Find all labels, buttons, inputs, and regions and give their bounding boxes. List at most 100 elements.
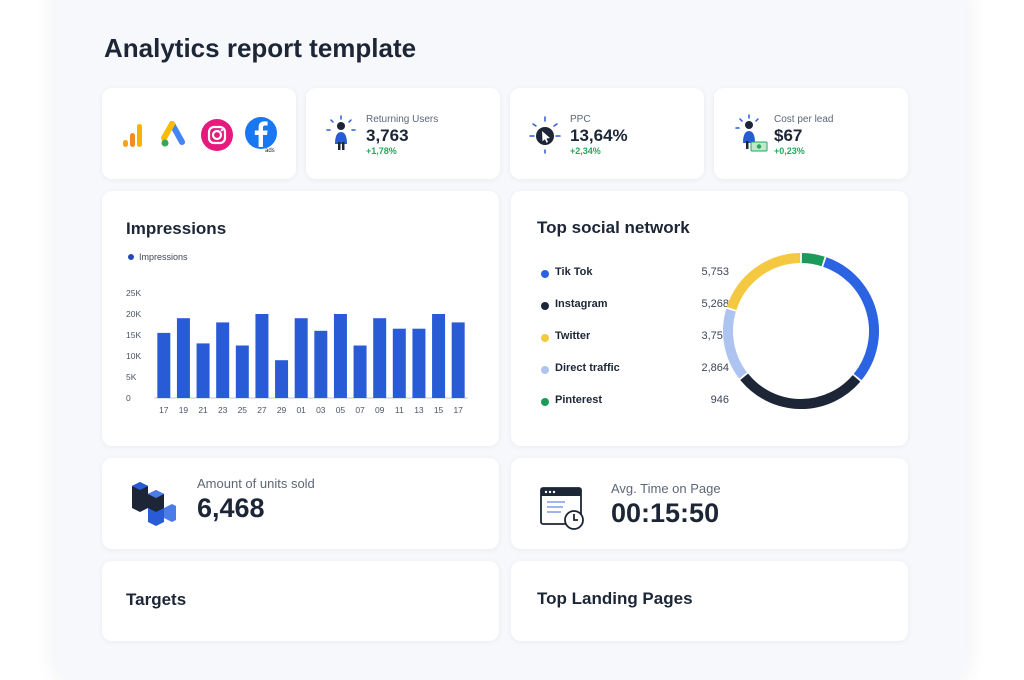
social-dot: [541, 270, 549, 278]
impressions-bar[interactable]: [235, 345, 249, 399]
impressions-bar[interactable]: [196, 343, 210, 398]
impressions-legend: Impressions: [128, 248, 188, 266]
legend-label: Impressions: [139, 251, 188, 262]
x-tick-label: 03: [316, 405, 326, 415]
impressions-bar[interactable]: [333, 314, 347, 398]
social-dot: [541, 398, 549, 406]
kpi-delta: +0,23%: [774, 146, 805, 156]
impressions-bar[interactable]: [353, 345, 367, 399]
y-tick-label: 10K: [126, 351, 141, 361]
x-tick-label: 19: [179, 405, 189, 415]
kpi-delta: +1,78%: [366, 146, 397, 156]
social-value: 5,753: [701, 266, 729, 278]
y-tick-label: 0: [126, 393, 131, 403]
y-tick-label: 5K: [126, 372, 137, 382]
kpi-value: 3,763: [366, 126, 409, 145]
x-tick-label: 29: [277, 405, 287, 415]
targets-title: Targets: [126, 590, 187, 609]
avg-time-card: Avg. Time on Page 00:15:50: [511, 458, 908, 549]
x-tick-label: 09: [375, 405, 385, 415]
x-tick-label: 27: [257, 405, 267, 415]
social-dot: [541, 302, 549, 310]
impressions-title: Impressions: [126, 219, 227, 238]
social-row: Twitter 3,753: [541, 330, 729, 346]
social-row: Tik Tok 5,753: [541, 266, 729, 282]
bar-chart-logo-icon: [123, 124, 142, 147]
social-card: Top social network Tik Tok 5,753 Instagram…: [511, 191, 908, 446]
cursor-click-icon: [529, 116, 561, 154]
google-ads-logo-icon: [161, 121, 185, 147]
x-tick-label: 17: [159, 405, 169, 415]
social-row: Instagram 5,268: [541, 298, 729, 314]
x-tick-label: 01: [296, 405, 306, 415]
avg-time-value: 00:15:50: [611, 498, 720, 528]
units-value: 6,468: [197, 493, 265, 523]
donut-slice[interactable]: [801, 253, 825, 267]
impressions-bar[interactable]: [314, 330, 328, 398]
data-sources-card: ads: [102, 88, 296, 179]
impressions-bar[interactable]: [216, 322, 230, 398]
social-value: 2,864: [701, 362, 729, 374]
impressions-bar[interactable]: [294, 318, 308, 398]
targets-card: Targets: [102, 561, 499, 641]
x-tick-label: 05: [336, 405, 346, 415]
impressions-chart: 0 5K 10K 15K 20K 25K 17 19 21 23 25 27 29 01 03 05 07 09 1…: [126, 288, 468, 415]
donut-slice[interactable]: [823, 257, 879, 381]
social-name: Twitter: [555, 330, 591, 342]
y-tick-label: 25K: [126, 288, 141, 298]
person-money-icon: [735, 114, 768, 152]
page-title: Analytics report template: [104, 33, 417, 63]
cubes-icon: [132, 482, 176, 526]
x-tick-label: 23: [218, 405, 228, 415]
social-value: 946: [710, 394, 729, 406]
facebook-ads-sub: ads: [265, 148, 275, 154]
social-title: Top social network: [537, 218, 690, 237]
social-value: 3,753: [701, 330, 729, 342]
impressions-bar[interactable]: [157, 332, 171, 398]
social-value: 5,268: [701, 298, 729, 310]
x-tick-label: 15: [434, 405, 444, 415]
impressions-bar[interactable]: [412, 328, 426, 398]
social-name: Tik Tok: [555, 266, 593, 278]
x-tick-label: 17: [453, 405, 463, 415]
legend-swatch: [128, 253, 134, 260]
social-dot: [541, 334, 549, 342]
social-name: Direct traffic: [555, 362, 620, 374]
kpi-returning-users: Returning Users 3,763 +1,78%: [306, 88, 500, 179]
y-tick-label: 20K: [126, 309, 141, 319]
kpi-label: Cost per lead: [774, 114, 834, 125]
donut-slice[interactable]: [723, 308, 748, 379]
impressions-bar[interactable]: [432, 314, 446, 398]
x-tick-label: 13: [414, 405, 424, 415]
social-donut-chart: [723, 253, 879, 409]
kpi-value: 13,64%: [570, 126, 628, 145]
x-tick-label: 25: [238, 405, 248, 415]
x-tick-label: 21: [198, 405, 208, 415]
donut-slice[interactable]: [740, 373, 861, 409]
kpi-value: $67: [774, 126, 803, 145]
impressions-bar[interactable]: [255, 314, 269, 398]
person-icon: [326, 115, 356, 150]
impressions-bar[interactable]: [392, 328, 406, 398]
impressions-bar[interactable]: [176, 318, 190, 398]
impressions-card: Impressions Impressions 0 5K 10K 15K 20K 25K 1…: [102, 191, 499, 446]
avg-time-label: Avg. Time on Page: [611, 481, 721, 496]
impressions-bar[interactable]: [275, 360, 289, 398]
kpi-label: Returning Users: [366, 114, 439, 125]
browser-clock-icon: [540, 487, 584, 530]
social-name: Instagram: [555, 298, 608, 310]
units-sold-card: Amount of units sold 6,468: [102, 458, 499, 549]
donut-slice[interactable]: [726, 253, 801, 311]
landing-pages-title: Top Landing Pages: [537, 589, 693, 608]
facebook-ads-logo-icon: ads: [245, 117, 277, 154]
kpi-delta: +2,34%: [570, 146, 601, 156]
kpi-label: PPC: [570, 114, 591, 125]
impressions-bar[interactable]: [451, 322, 465, 398]
impressions-bar[interactable]: [373, 318, 387, 398]
units-label: Amount of units sold: [197, 476, 315, 491]
kpi-cost-per-lead: Cost per lead $67 +0,23%: [714, 88, 908, 179]
social-row: Pinterest 946: [541, 394, 729, 410]
landing-pages-card: Top Landing Pages: [511, 561, 908, 641]
x-tick-label: 07: [355, 405, 365, 415]
kpi-ppc: PPC 13,64% +2,34%: [510, 88, 704, 179]
